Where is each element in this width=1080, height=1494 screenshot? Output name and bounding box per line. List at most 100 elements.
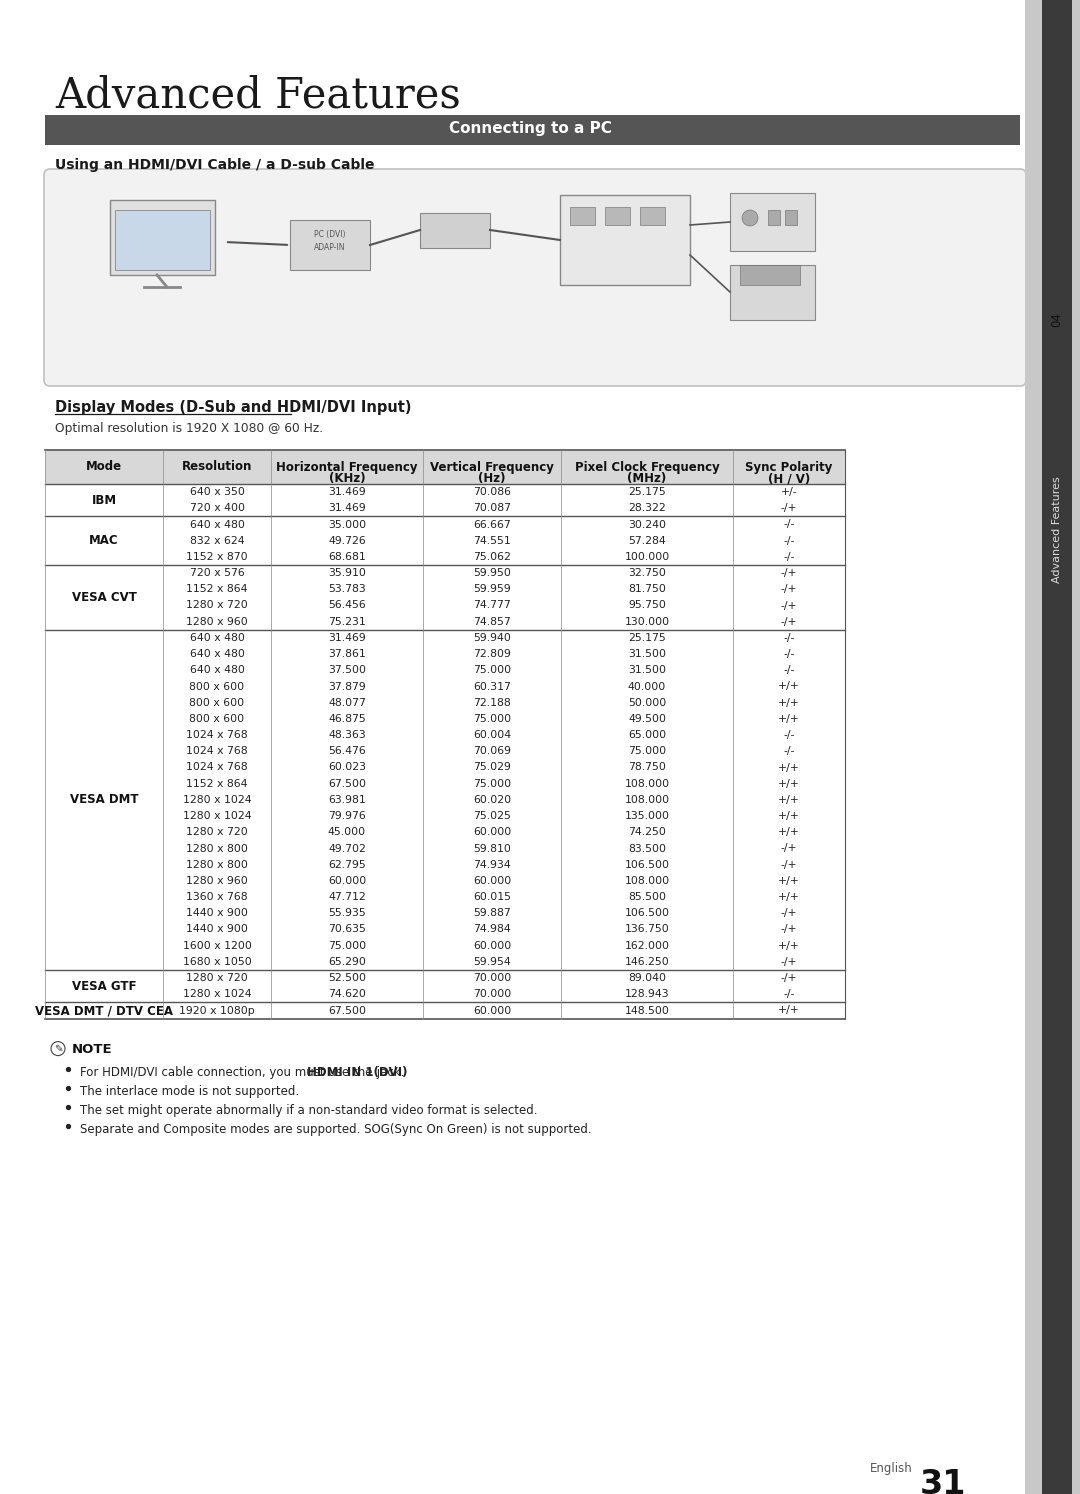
- Text: -/+: -/+: [781, 908, 797, 919]
- Text: 49.702: 49.702: [328, 844, 366, 853]
- Bar: [768, 211, 780, 226]
- Text: 720 x 400: 720 x 400: [189, 503, 244, 514]
- Text: -/-: -/-: [783, 665, 795, 675]
- Text: 74.250: 74.250: [629, 828, 666, 837]
- Text: VESA CVT: VESA CVT: [71, 592, 136, 604]
- Text: 1280 x 720: 1280 x 720: [186, 973, 248, 983]
- Bar: [291, 220, 370, 270]
- Text: VESA GTF: VESA GTF: [71, 980, 136, 992]
- Text: -/-: -/-: [783, 989, 795, 999]
- Text: Pixel Clock Frequency: Pixel Clock Frequency: [575, 462, 719, 474]
- Text: The interlace mode is not supported.: The interlace mode is not supported.: [80, 1085, 299, 1098]
- Text: +/+: +/+: [778, 828, 800, 837]
- Bar: [1042, 0, 1072, 1494]
- Text: 1280 x 1024: 1280 x 1024: [183, 811, 252, 822]
- Bar: [1025, 0, 1080, 1494]
- Text: 31.469: 31.469: [328, 503, 366, 514]
- Text: -/+: -/+: [781, 584, 797, 595]
- Bar: [740, 264, 800, 285]
- Text: 65.000: 65.000: [627, 731, 666, 740]
- Text: 81.750: 81.750: [629, 584, 666, 595]
- Text: 57.284: 57.284: [629, 536, 666, 545]
- Text: 72.809: 72.809: [473, 648, 511, 659]
- Text: 60.015: 60.015: [473, 892, 511, 902]
- Text: 74.857: 74.857: [473, 617, 511, 626]
- Text: 70.087: 70.087: [473, 503, 511, 514]
- Text: +/+: +/+: [778, 811, 800, 822]
- Text: Vertical Frequency: Vertical Frequency: [430, 462, 554, 474]
- Text: MAC: MAC: [90, 535, 119, 547]
- Text: ✎: ✎: [54, 1044, 63, 1053]
- Text: 162.000: 162.000: [624, 941, 670, 950]
- Text: 35.000: 35.000: [328, 520, 366, 529]
- Text: 78.750: 78.750: [629, 762, 666, 772]
- Text: -/+: -/+: [781, 617, 797, 626]
- Bar: [605, 208, 630, 226]
- Text: Mode: Mode: [86, 460, 122, 474]
- Text: ADAP-IN: ADAP-IN: [314, 242, 346, 251]
- Text: -/+: -/+: [781, 859, 797, 870]
- Text: 49.500: 49.500: [627, 714, 666, 725]
- Bar: [785, 211, 797, 226]
- Text: 1680 x 1050: 1680 x 1050: [183, 956, 252, 967]
- FancyBboxPatch shape: [44, 169, 1026, 385]
- Text: -/-: -/-: [783, 731, 795, 740]
- Text: 832 x 624: 832 x 624: [190, 536, 244, 545]
- Text: 37.861: 37.861: [328, 648, 366, 659]
- Bar: [45, 115, 1020, 145]
- Text: (H / V): (H / V): [768, 472, 810, 486]
- Text: -/+: -/+: [781, 568, 797, 578]
- Text: 65.290: 65.290: [328, 956, 366, 967]
- Text: 60.000: 60.000: [473, 875, 511, 886]
- Bar: [640, 208, 665, 226]
- Text: 40.000: 40.000: [627, 681, 666, 692]
- Text: -/+: -/+: [781, 601, 797, 611]
- Text: 148.500: 148.500: [624, 1005, 670, 1016]
- Text: 108.000: 108.000: [624, 875, 670, 886]
- Circle shape: [51, 1041, 65, 1056]
- Text: 640 x 480: 640 x 480: [190, 665, 244, 675]
- Text: 59.959: 59.959: [473, 584, 511, 595]
- Text: 70.000: 70.000: [473, 973, 511, 983]
- Text: 60.023: 60.023: [328, 762, 366, 772]
- Text: 50.000: 50.000: [627, 698, 666, 708]
- Text: +/+: +/+: [778, 778, 800, 789]
- Text: 37.879: 37.879: [328, 681, 366, 692]
- Text: +/+: +/+: [778, 941, 800, 950]
- Text: -/-: -/-: [783, 747, 795, 756]
- Text: 70.000: 70.000: [473, 989, 511, 999]
- Text: VESA DMT: VESA DMT: [70, 793, 138, 807]
- Text: -/+: -/+: [781, 844, 797, 853]
- Text: 68.681: 68.681: [328, 551, 366, 562]
- Text: 37.500: 37.500: [328, 665, 366, 675]
- Text: Sync Polarity: Sync Polarity: [745, 462, 833, 474]
- Text: 1280 x 720: 1280 x 720: [186, 601, 248, 611]
- Text: +/+: +/+: [778, 714, 800, 725]
- Text: 70.635: 70.635: [328, 925, 366, 935]
- Text: 640 x 480: 640 x 480: [190, 520, 244, 529]
- Text: 31.469: 31.469: [328, 487, 366, 498]
- Text: -/+: -/+: [781, 925, 797, 935]
- Text: 1024 x 768: 1024 x 768: [186, 731, 247, 740]
- Text: 74.620: 74.620: [328, 989, 366, 999]
- Text: 31.469: 31.469: [328, 633, 366, 642]
- Bar: [420, 214, 490, 248]
- Text: The set might operate abnormally if a non-standard video format is selected.: The set might operate abnormally if a no…: [80, 1104, 538, 1116]
- Text: (KHz): (KHz): [328, 472, 365, 486]
- Text: HDMI IN 1(DVI): HDMI IN 1(DVI): [307, 1065, 407, 1079]
- Text: 800 x 600: 800 x 600: [189, 698, 244, 708]
- Text: 83.500: 83.500: [627, 844, 666, 853]
- Text: -/-: -/-: [783, 536, 795, 545]
- Text: Advanced Features: Advanced Features: [1052, 477, 1062, 583]
- Text: 45.000: 45.000: [328, 828, 366, 837]
- Text: 75.029: 75.029: [473, 762, 511, 772]
- Text: 130.000: 130.000: [624, 617, 670, 626]
- Bar: [730, 193, 815, 251]
- Text: 74.934: 74.934: [473, 859, 511, 870]
- Text: 32.750: 32.750: [629, 568, 666, 578]
- Text: 108.000: 108.000: [624, 778, 670, 789]
- Text: (Hz): (Hz): [478, 472, 505, 486]
- Text: 60.000: 60.000: [328, 875, 366, 886]
- Text: 25.175: 25.175: [629, 487, 666, 498]
- Text: 67.500: 67.500: [328, 778, 366, 789]
